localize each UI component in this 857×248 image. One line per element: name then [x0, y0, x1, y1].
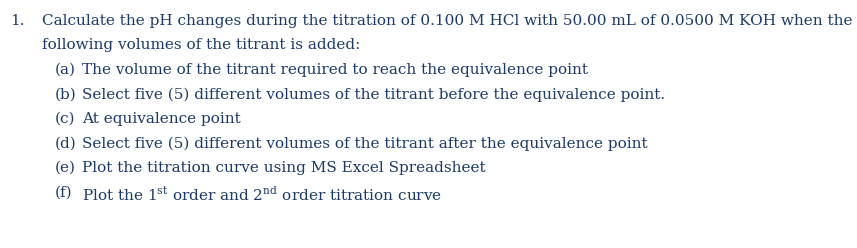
Text: Plot the 1$^{\mathregular{st}}$ order and 2$^{\mathregular{nd}}$ order titration: Plot the 1$^{\mathregular{st}}$ order an…	[82, 186, 442, 204]
Text: (a): (a)	[55, 63, 76, 77]
Text: Select five (5) different volumes of the titrant before the equivalence point.: Select five (5) different volumes of the…	[82, 88, 665, 102]
Text: (e): (e)	[55, 161, 76, 175]
Text: Select five (5) different volumes of the titrant after the equivalence point: Select five (5) different volumes of the…	[82, 136, 648, 151]
Text: The volume of the titrant required to reach the equivalence point: The volume of the titrant required to re…	[82, 63, 588, 77]
Text: following volumes of the titrant is added:: following volumes of the titrant is adde…	[42, 38, 361, 53]
Text: (d): (d)	[55, 136, 77, 151]
Text: At equivalence point: At equivalence point	[82, 112, 241, 126]
Text: Calculate the pH changes during the titration of 0.100 M HCl with 50.00 mL of 0.: Calculate the pH changes during the titr…	[42, 14, 853, 28]
Text: (c): (c)	[55, 112, 75, 126]
Text: (f): (f)	[55, 186, 73, 199]
Text: 1.: 1.	[10, 14, 25, 28]
Text: (b): (b)	[55, 88, 77, 101]
Text: Plot the titration curve using MS Excel Spreadsheet: Plot the titration curve using MS Excel …	[82, 161, 486, 175]
